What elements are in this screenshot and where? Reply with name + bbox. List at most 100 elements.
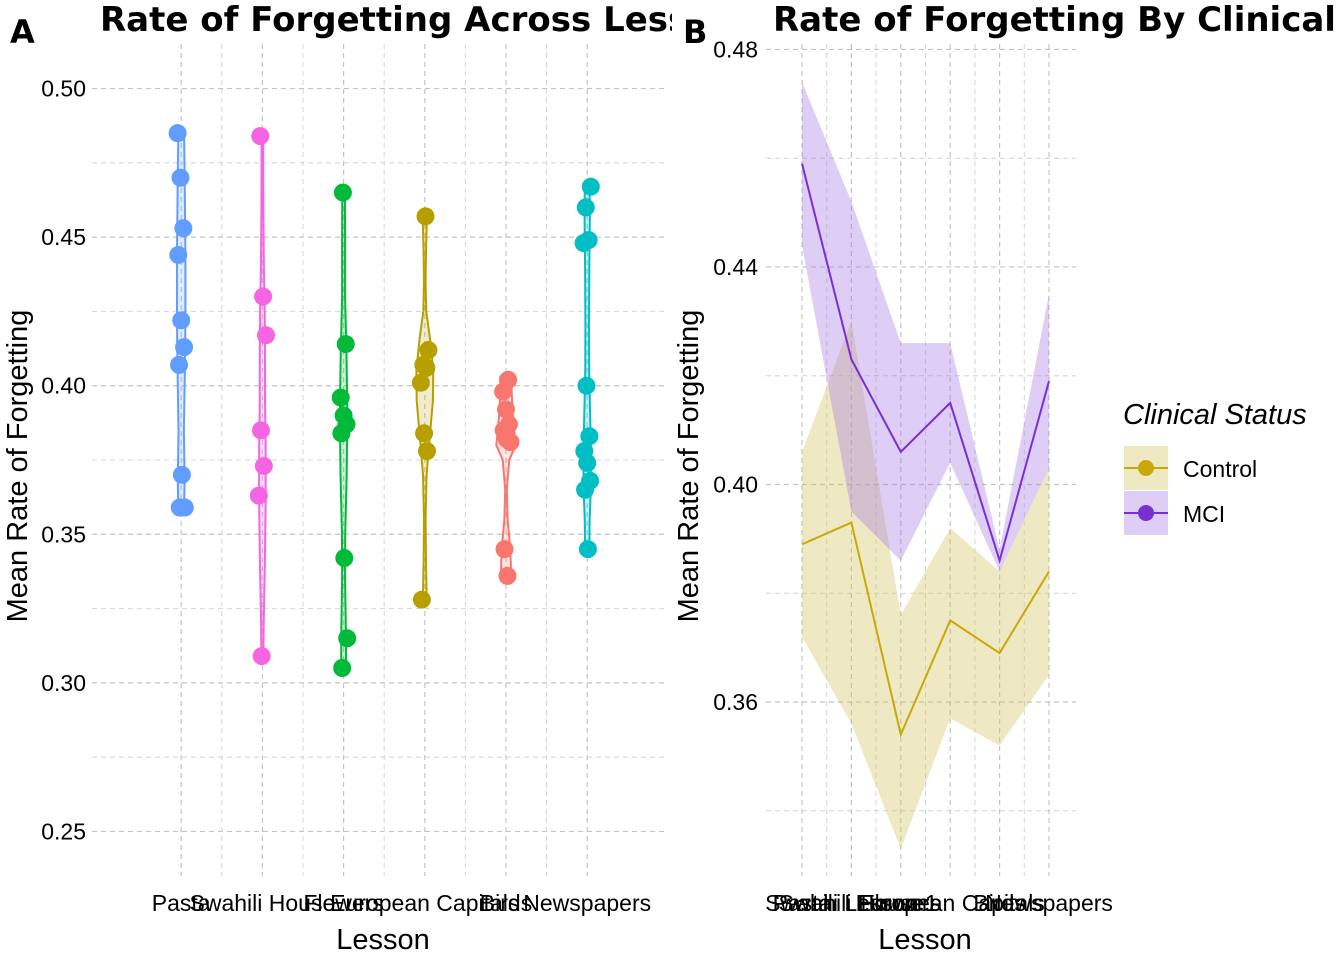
point-flowers — [333, 183, 352, 202]
panel-b-x-tick-label: Flowers — [861, 890, 942, 916]
panel-b-y-tick-label: 0.44 — [713, 254, 758, 280]
point-newspapers — [576, 480, 595, 499]
point-swahili-house — [249, 486, 268, 505]
point-pasta — [175, 338, 194, 357]
point-pasta — [171, 168, 190, 187]
point-pasta — [172, 465, 191, 484]
legend-label-control: Control — [1183, 456, 1257, 482]
legend-key-control-dot — [1138, 460, 1154, 476]
point-swahili-house — [251, 127, 270, 146]
point-swahili-house — [257, 326, 275, 345]
line-mci — [801, 163, 1050, 565]
panel-a-y-tick-label: 0.40 — [41, 373, 86, 399]
panel-a-y-tick-label: 0.45 — [41, 224, 86, 250]
panel-a-x-tick-label: Flowers — [303, 890, 384, 916]
point-birds — [498, 566, 517, 585]
legend-title: Clinical Status — [1123, 399, 1307, 431]
point-birds — [494, 382, 513, 401]
point-european-capitals — [417, 442, 436, 461]
panel-b-x-tick-label: Birds — [973, 890, 1025, 916]
panel-b-lines — [801, 163, 1050, 738]
point-pasta — [172, 311, 191, 330]
point-flowers — [333, 659, 352, 677]
violin-swahili-house — [258, 132, 267, 661]
panel-a-y-tick-label: 0.25 — [41, 818, 86, 844]
panel-a-x-tick-label: Newspapers — [523, 890, 651, 916]
panel-a-y-tick-label: 0.35 — [41, 521, 86, 547]
panel-a-y-tick-label: 0.50 — [41, 76, 86, 102]
legend: Clinical Status Control MCI — [1123, 399, 1307, 535]
point-european-capitals — [416, 207, 435, 226]
ribbon-control — [802, 321, 1049, 849]
legend-item-control: Control — [1124, 446, 1257, 490]
point-pasta — [169, 245, 188, 264]
point-newspapers — [578, 540, 597, 559]
point-newspapers — [574, 234, 593, 253]
point-newspapers — [581, 177, 600, 196]
point-birds — [495, 540, 514, 559]
point-pasta — [170, 498, 189, 517]
point-european-capitals — [415, 424, 434, 443]
legend-key-mci-dot — [1138, 505, 1154, 521]
panel-a-y-ticks: 0.25 0.30 0.35 0.40 0.45 0.50 — [41, 76, 86, 845]
point-flowers — [335, 549, 354, 568]
point-pasta — [168, 124, 187, 143]
legend-item-mci: MCI — [1124, 491, 1225, 535]
panel-a-x-tick-label: Swahili House — [190, 890, 336, 916]
point-newspapers — [578, 453, 597, 472]
panel-b-y-ticks: 0.36 0.40 0.44 0.48 — [713, 36, 758, 715]
title-clip-mask — [672, 0, 782, 44]
panel-b-title: Rate of Forgetting By Clinical St — [773, 0, 1344, 40]
panel-a-label: A — [10, 13, 35, 51]
panel-a-y-axis-title: Mean Rate of Forgetting — [2, 310, 34, 623]
point-swahili-house — [251, 421, 270, 440]
point-flowers — [332, 424, 351, 443]
point-european-capitals — [411, 373, 430, 392]
panel-b-x-tick-label: Newspapers — [985, 890, 1113, 916]
line-control — [801, 521, 1050, 738]
panel-b-label: B — [683, 13, 707, 51]
panel-b-x-tick-label: Pasta — [773, 890, 832, 916]
panel-a-x-tick-label: Pasta — [152, 890, 211, 916]
panel-a-x-tick-label: European Capitals — [330, 890, 519, 916]
panel-b-y-tick-label: 0.40 — [713, 471, 758, 497]
panel-b-x-axis-title: Lesson — [878, 924, 972, 956]
point-newspapers — [580, 427, 599, 446]
point-newspapers — [577, 376, 596, 395]
point-swahili-house — [252, 647, 271, 666]
panel-a-x-tick-label: Birds — [480, 890, 532, 916]
point-birds — [497, 400, 515, 419]
point-flowers — [331, 388, 350, 407]
point-european-capitals — [412, 590, 431, 609]
panel-a-y-tick-label: 0.30 — [41, 670, 86, 696]
point-european-capitals — [417, 358, 436, 377]
point-newspapers — [576, 198, 595, 217]
legend-label-mci: MCI — [1183, 501, 1225, 527]
panel-b-grid — [766, 44, 1076, 876]
violin-european-capitals — [415, 215, 435, 601]
point-flowers — [338, 629, 357, 648]
point-swahili-house — [254, 456, 273, 475]
panel-a-title: Rate of Forgetting Across Lesso — [100, 0, 712, 40]
point-pasta — [170, 355, 189, 374]
panel-a-x-axis-title: Lesson — [336, 924, 430, 956]
panel-b-x-tick-label: Swahili House — [779, 890, 925, 916]
panel-b-y-axis-title: Mean Rate of Forgetting — [673, 310, 705, 623]
panel-b-x-tick-label: European Capitals — [856, 890, 1045, 916]
point-birds — [501, 433, 520, 452]
panel-b-y-tick-label: 0.36 — [713, 689, 758, 715]
panel-b-x-tick-overlay-label: Swahili Lesson 1 — [765, 890, 938, 916]
point-european-capitals — [419, 341, 438, 360]
panel-b-ribbons — [802, 82, 1049, 849]
panel-b-y-tick-label: 0.48 — [713, 36, 758, 62]
ribbon-mci — [802, 82, 1049, 572]
panel-a-points — [168, 124, 600, 677]
point-swahili-house — [254, 287, 273, 306]
point-flowers — [336, 335, 355, 354]
point-pasta — [174, 219, 193, 238]
